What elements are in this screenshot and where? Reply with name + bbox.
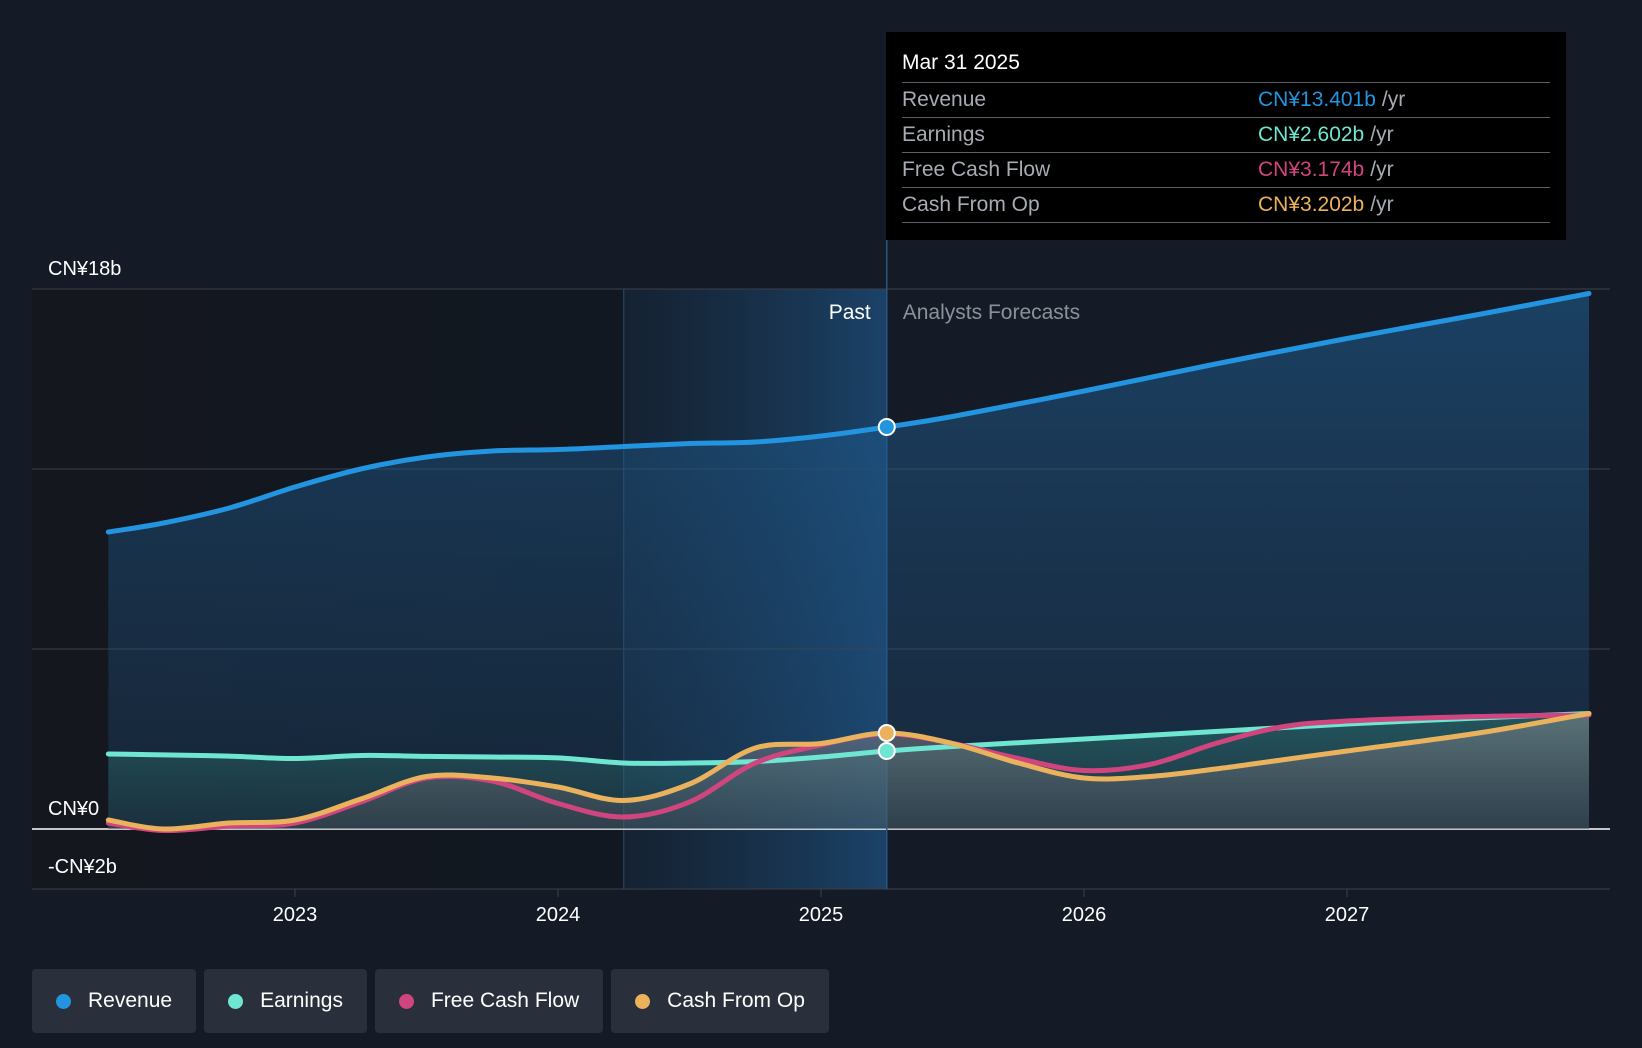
revenue-marker	[877, 418, 896, 436]
legend-label: Cash From Op	[667, 989, 805, 1012]
revenue-dot-icon	[56, 993, 71, 1009]
tooltip-row-unit: /yr	[1381, 88, 1406, 111]
tooltip-row-value: CN¥3.174b	[1258, 158, 1365, 181]
tooltip-row-value: CN¥3.202b	[1258, 193, 1365, 216]
legend-item-revenue[interactable]: Revenue	[32, 969, 197, 1033]
cash-from-op-line	[105, 711, 1592, 832]
past-label: Past	[829, 301, 871, 324]
y-axis-label: CN¥0	[48, 798, 99, 820]
x-axis-label: 2025	[799, 904, 844, 926]
y-axis-label: -CN¥2b	[48, 856, 117, 878]
revenue-area	[108, 293, 1589, 829]
forecast-label: Analysts Forecasts	[903, 301, 1080, 324]
tooltip-row-label: Earnings	[902, 123, 985, 146]
tooltip-row-label: Cash From Op	[902, 193, 1040, 216]
legend-item-earnings[interactable]: Earnings	[204, 969, 367, 1033]
tooltip-row-revenue: Revenue CN¥13.401b /yr	[902, 82, 1550, 117]
tooltip-row-earnings: Earnings CN¥2.602b /yr	[902, 117, 1550, 152]
tooltip-row-unit: /yr	[1370, 123, 1394, 146]
x-axis-label: 2026	[1062, 904, 1107, 926]
x-axis-label: 2027	[1325, 904, 1370, 926]
tooltip-row-label: Revenue	[902, 88, 987, 111]
tooltip-row-label: Free Cash Flow	[902, 158, 1051, 181]
legend-label: Earnings	[260, 989, 343, 1012]
legend: Revenue Earnings Free Cash Flow Cash Fro…	[32, 969, 829, 1033]
cash-from-op-marker	[877, 724, 896, 742]
earnings-dot-icon	[228, 993, 244, 1009]
y-axis-label: CN¥18b	[48, 258, 121, 280]
cash-from-op-dot-icon	[635, 993, 651, 1009]
legend-item-free-cash-flow[interactable]: Free Cash Flow	[374, 969, 604, 1033]
tooltip: Mar 31 2025 Revenue CN¥13.401b /yr Earni…	[886, 32, 1566, 240]
tooltip-row-free-cash-flow: Free Cash Flow CN¥3.174b /yr	[902, 152, 1550, 187]
free-cash-flow-line	[105, 712, 1592, 834]
tooltip-row-value: CN¥2.602b	[1258, 123, 1365, 146]
earnings-marker	[877, 742, 896, 760]
cash-from-op-area	[108, 713, 1589, 830]
revenue-line	[105, 291, 1592, 535]
legend-label: Free Cash Flow	[430, 989, 580, 1012]
legend-item-cash-from-op[interactable]: Cash From Op	[611, 969, 829, 1033]
x-axis-label: 2023	[273, 904, 318, 926]
free-cash-flow-dot-icon	[398, 993, 414, 1009]
tooltip-row-cash-from-op: Cash From Op CN¥3.202b /yr	[902, 187, 1550, 223]
tooltip-row-value: CN¥13.401b	[1258, 88, 1376, 111]
tooltip-date: Mar 31 2025	[902, 51, 1020, 74]
legend-label: Revenue	[88, 989, 173, 1012]
x-axis-label: 2024	[536, 904, 581, 926]
tooltip-row-unit: /yr	[1370, 193, 1394, 216]
tooltip-row-unit: /yr	[1370, 158, 1394, 181]
